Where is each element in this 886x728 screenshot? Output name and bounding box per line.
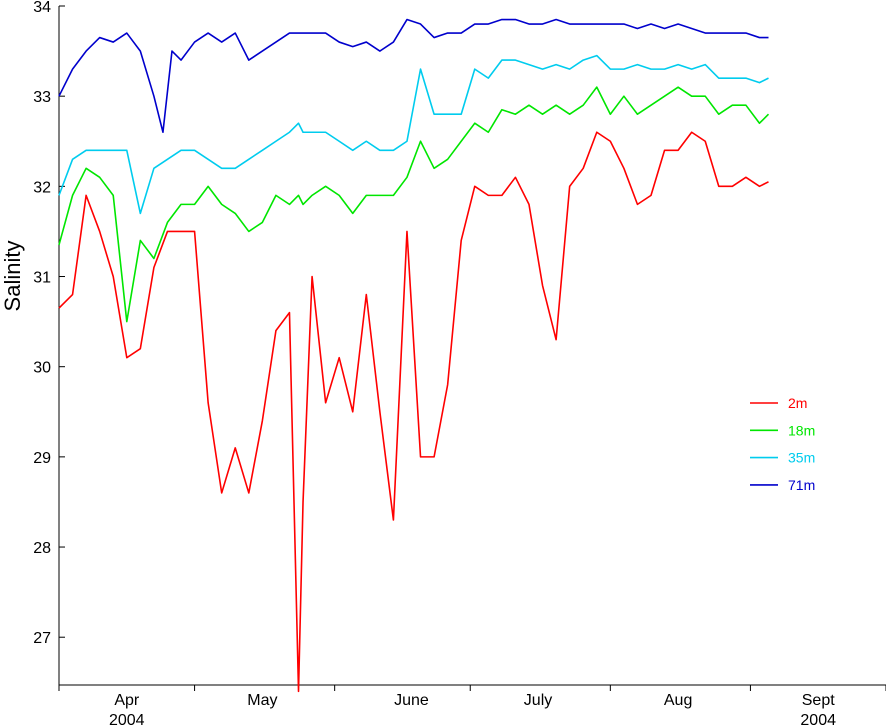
legend-label: 2m	[788, 395, 807, 411]
legend-label: 71m	[788, 477, 815, 493]
legend-label: 18m	[788, 422, 815, 438]
x-tick-label: July	[524, 692, 552, 709]
data-line	[58, 86, 770, 323]
data-line	[58, 131, 769, 693]
x-tick-label: May	[247, 692, 277, 709]
y-tick-label: 32	[33, 179, 51, 196]
x-tick-label: June	[394, 692, 429, 709]
x-tick-label: Aug	[664, 692, 692, 709]
y-tick-label: 34	[33, 0, 51, 16]
y-tick-label: 28	[33, 540, 51, 557]
y-tick-label: 29	[33, 450, 51, 467]
y-tick-label: 31	[33, 270, 51, 287]
legend-label: 35m	[788, 450, 815, 466]
data-line	[58, 54, 769, 215]
x-tick-label: Apr 2004	[109, 692, 145, 728]
y-tick-label: 27	[33, 630, 51, 647]
x-tick-label: Sept 2004	[800, 692, 836, 728]
y-tick-label: 30	[33, 360, 51, 377]
y-tick-label: 33	[33, 89, 51, 106]
y-axis-label: Salinity	[0, 241, 25, 312]
data-line	[58, 18, 769, 134]
